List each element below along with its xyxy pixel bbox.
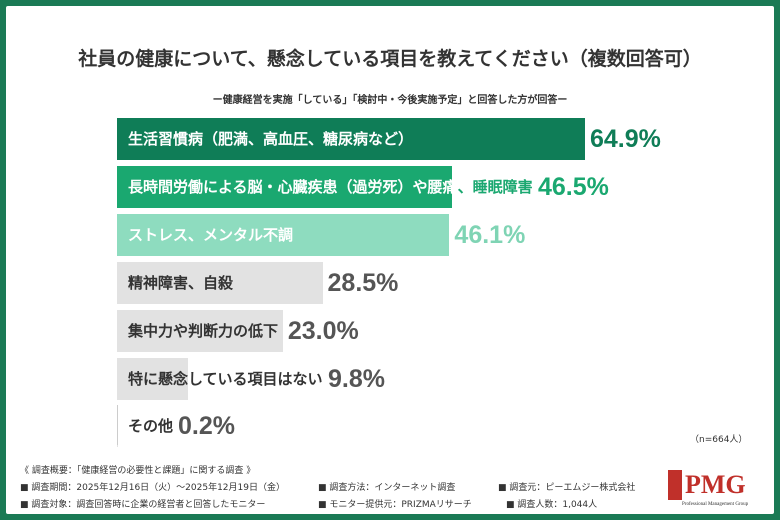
sample-size-note: （n=664人） <box>690 435 748 445</box>
bar-label: 精神障害、自殺 <box>128 274 234 292</box>
bar-label-overflow: 、睡眠障害 <box>457 178 533 196</box>
bar-label: 長時間労働による脳・心臓疾患（過労死）や腰痛、睡眠障害 <box>128 166 533 208</box>
bar-label: その他 <box>128 417 174 435</box>
logo-subtext: Professional Management Group <box>682 502 749 507</box>
bar <box>117 118 585 160</box>
bar <box>117 262 323 304</box>
footer-heading: 《 調査概要：「健康経営の必要性と課題」に関する調査 》 <box>20 466 256 476</box>
value-label: 28.5% <box>327 269 399 297</box>
value-label: 23.0% <box>287 317 359 345</box>
value-label: 64.9% <box>590 125 661 153</box>
pmg-logo: PMG Professional Management Group <box>668 470 758 510</box>
logo-text: PMG <box>685 470 746 499</box>
value-label: 46.1% <box>454 221 526 249</box>
footer-provider: ■ モニター提供元：PRIZMAリサーチ <box>318 500 472 510</box>
bar <box>117 214 450 256</box>
bar <box>117 310 283 352</box>
logo-mark <box>668 470 682 500</box>
chart-subtitle: ー健康経営を実施「している」「検討中・今後実施予定」と回答した方が回答ー <box>212 95 568 106</box>
footer-count: ■ 調査人数：1,044人 <box>506 500 598 510</box>
bar-label: ストレス、メンタル不調 <box>128 226 294 244</box>
value-label: 9.8% <box>328 365 385 393</box>
footer-period: ■ 調査期間：2025年12月16日（火）～2025年12月19日（金） <box>20 483 285 493</box>
chart-title: 社員の健康について、懸念している項目を教えてください（複数回答可） <box>78 48 702 70</box>
frame <box>6 6 774 514</box>
value-label: 0.2% <box>178 412 235 440</box>
bar <box>117 166 453 208</box>
footer-target: ■ 調査対象：調査回答時に企業の経営者と回答したモニター <box>20 500 266 510</box>
bar-label-inside: 長時間労働による脳・心臓疾患（過労死）や腰痛 <box>128 178 458 196</box>
bar-label: 特に懸念している項目はない <box>128 370 323 388</box>
axis-line <box>117 405 118 445</box>
bar <box>117 358 188 400</box>
footer-method: ■ 調査方法：インターネット調査 <box>318 483 456 493</box>
bar-label: 集中力や判断力の低下 <box>128 322 279 340</box>
bar-label: 生活習慣病（肥満、高血圧、糖尿病など） <box>128 130 414 148</box>
value-label: 46.5% <box>538 173 609 201</box>
footer-source: ■ 調査元：ピーエムジー株式会社 <box>498 483 636 493</box>
